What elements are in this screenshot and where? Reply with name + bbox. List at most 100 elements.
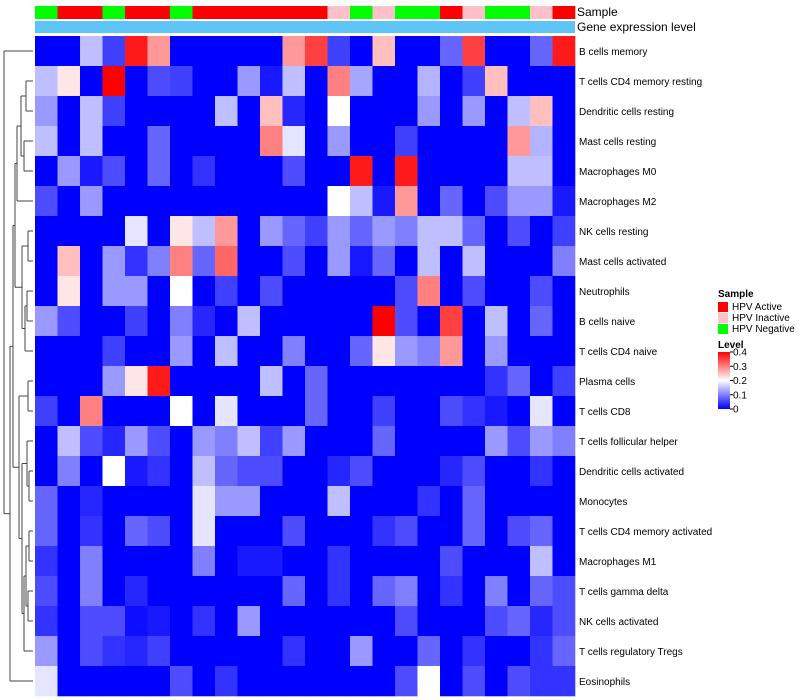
sample-annotation-cell bbox=[35, 6, 58, 19]
heatmap-cell bbox=[102, 576, 126, 607]
heatmap-cell bbox=[237, 96, 261, 127]
heatmap-cell bbox=[372, 546, 396, 577]
heatmap-cell bbox=[260, 546, 283, 577]
heatmap-cell bbox=[192, 396, 216, 427]
heatmap-cell bbox=[440, 306, 463, 337]
heatmap-cell bbox=[552, 366, 576, 397]
heatmap-cell bbox=[350, 396, 373, 427]
sample-annotation-cell bbox=[507, 6, 531, 19]
heatmap-cell bbox=[237, 546, 261, 577]
row-label: Macrophages M0 bbox=[579, 167, 657, 178]
heatmap-cell bbox=[102, 456, 126, 487]
heatmap-cell bbox=[57, 336, 81, 367]
heatmap-cell bbox=[395, 216, 418, 247]
row-label: T cells follicular helper bbox=[579, 437, 678, 448]
heatmap-cell bbox=[372, 336, 396, 367]
heatmap-cell bbox=[192, 306, 216, 337]
heatmap-cell bbox=[282, 666, 306, 697]
sample-legend-swatch bbox=[718, 324, 728, 334]
heatmap-cell bbox=[417, 606, 441, 637]
heatmap-cell bbox=[350, 456, 373, 487]
heatmap-cell bbox=[260, 636, 283, 667]
row-label: B cells memory bbox=[579, 47, 647, 58]
heatmap-cell bbox=[485, 516, 508, 547]
heatmap-cell bbox=[192, 66, 216, 97]
heatmap-cell bbox=[147, 336, 171, 367]
heatmap-cell bbox=[102, 156, 126, 187]
heatmap-cell bbox=[395, 396, 418, 427]
level-tick-label: 0.2 bbox=[733, 376, 747, 387]
sample-annotation-cell bbox=[215, 6, 238, 19]
heatmap-cell bbox=[395, 96, 418, 127]
heatmap-cell bbox=[395, 516, 418, 547]
heatmap-cell bbox=[80, 366, 103, 397]
heatmap-cell bbox=[147, 66, 171, 97]
heatmap-cell bbox=[57, 216, 81, 247]
heatmap-cell bbox=[57, 486, 81, 517]
heatmap-cell bbox=[215, 486, 238, 517]
row-label: T cells CD8 bbox=[579, 407, 631, 418]
heatmap-cell bbox=[35, 576, 58, 607]
heatmap-cell bbox=[350, 156, 373, 187]
heatmap-cell bbox=[440, 366, 463, 397]
heatmap-cell bbox=[327, 216, 351, 247]
heatmap-cell bbox=[327, 36, 351, 67]
heatmap-cell bbox=[327, 666, 351, 697]
heatmap-cell bbox=[507, 606, 531, 637]
heatmap-cell bbox=[215, 276, 238, 307]
heatmap-cell bbox=[395, 336, 418, 367]
heatmap-cell bbox=[80, 426, 103, 457]
sample-annotation-cell bbox=[57, 6, 81, 19]
heatmap-cell bbox=[57, 36, 81, 67]
heatmap-cell bbox=[372, 36, 396, 67]
heatmap-cell bbox=[282, 306, 306, 337]
heatmap-cell bbox=[170, 426, 193, 457]
heatmap-cell bbox=[440, 546, 463, 577]
heatmap-cell bbox=[260, 336, 283, 367]
heatmap-cell bbox=[215, 366, 238, 397]
heatmap-cell bbox=[170, 336, 193, 367]
heatmap-cell bbox=[80, 516, 103, 547]
heatmap-cell bbox=[215, 426, 238, 457]
heatmap-cell bbox=[507, 516, 531, 547]
heatmap-cell bbox=[170, 456, 193, 487]
heatmap-cell bbox=[237, 36, 261, 67]
heatmap-cell bbox=[417, 96, 441, 127]
heatmap-cell bbox=[372, 516, 396, 547]
heatmap-cell bbox=[215, 186, 238, 217]
row-labels: B cells memory T cells CD4 memory resting… bbox=[579, 47, 712, 688]
heatmap-cell bbox=[237, 336, 261, 367]
heatmap-cell bbox=[305, 486, 328, 517]
heatmap-cell bbox=[395, 456, 418, 487]
heatmap-cell bbox=[440, 216, 463, 247]
heatmap-cell bbox=[125, 426, 148, 457]
heatmap-cell bbox=[417, 126, 441, 157]
heatmap-cell bbox=[485, 606, 508, 637]
heatmap-cell bbox=[35, 216, 58, 247]
heatmap-cell bbox=[35, 396, 58, 427]
heatmap-cell bbox=[125, 366, 148, 397]
heatmap-cell bbox=[237, 576, 261, 607]
heatmap-cell bbox=[440, 396, 463, 427]
heatmap-cells bbox=[35, 36, 576, 697]
heatmap-cell bbox=[125, 396, 148, 427]
heatmap-cell bbox=[395, 606, 418, 637]
heatmap-cell bbox=[305, 426, 328, 457]
heatmap-cell bbox=[552, 186, 576, 217]
heatmap-cell bbox=[305, 396, 328, 427]
heatmap-cell bbox=[192, 366, 216, 397]
heatmap-cell bbox=[485, 186, 508, 217]
heatmap-cell bbox=[170, 126, 193, 157]
sample-annotation-cell bbox=[147, 6, 171, 19]
heatmap-cell bbox=[552, 636, 576, 667]
heatmap-cell bbox=[80, 666, 103, 697]
heatmap-cell bbox=[80, 576, 103, 607]
heatmap-cell bbox=[552, 66, 576, 97]
sample-annotation-cell bbox=[80, 6, 103, 19]
heatmap-cell bbox=[440, 336, 463, 367]
heatmap-cell bbox=[102, 126, 126, 157]
heatmap-cell bbox=[417, 246, 441, 277]
heatmap-cell bbox=[260, 396, 283, 427]
row-label: Monocytes bbox=[579, 497, 627, 508]
heatmap-cell bbox=[57, 636, 81, 667]
